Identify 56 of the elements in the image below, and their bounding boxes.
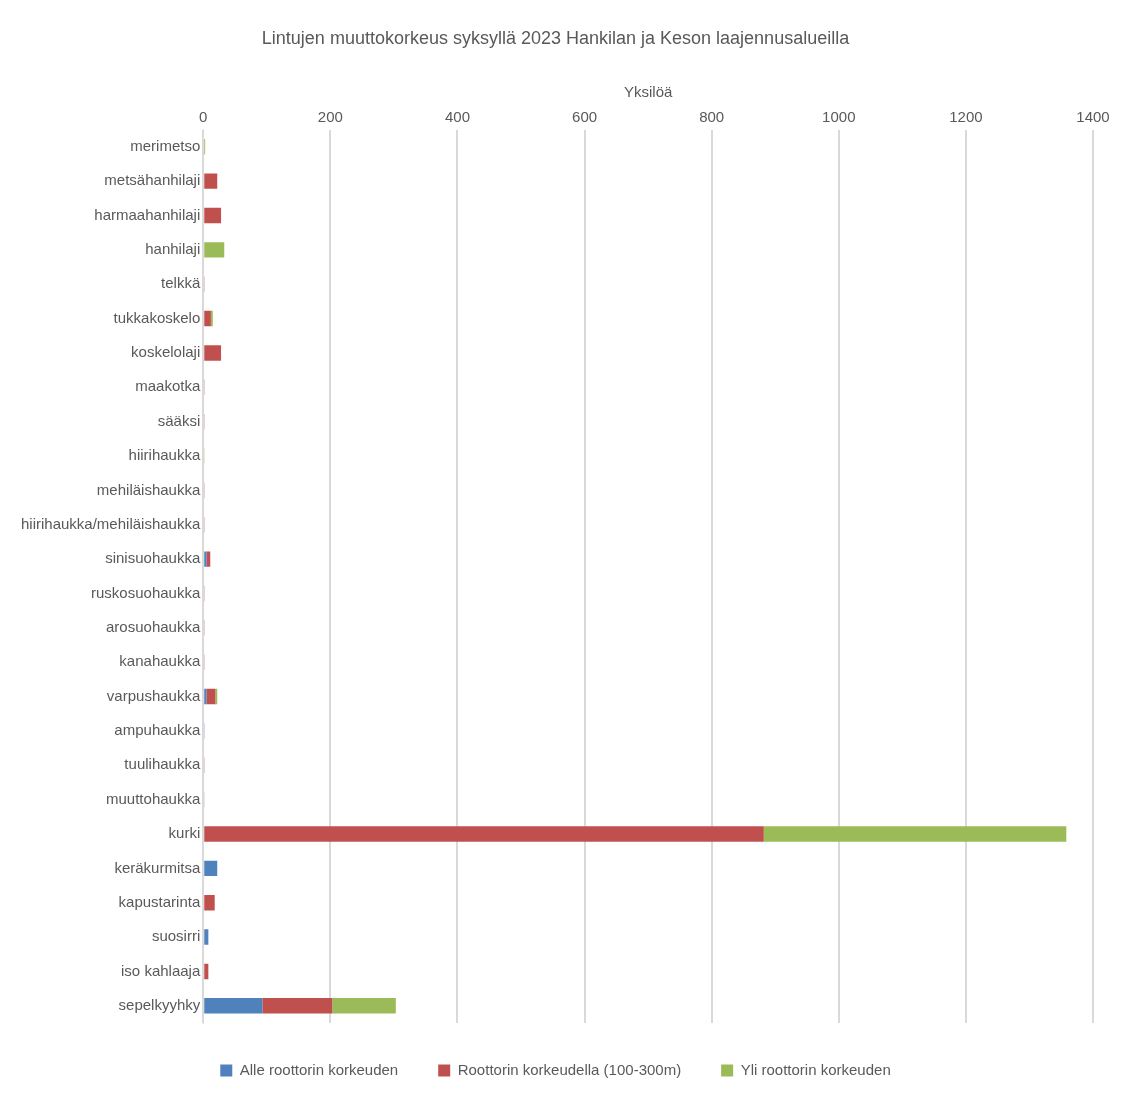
y-tick-label: muuttohaukka <box>106 789 201 807</box>
y-tick-label: harmaahanhilaji <box>94 205 201 223</box>
bar <box>204 963 209 980</box>
chart-title: Lintujen muuttokorkeus syksyllä 2023 Hankilan ja Keson laajennusalueilla <box>261 27 851 48</box>
bar <box>204 310 211 327</box>
y-tick-label: kanahaukka <box>119 652 201 670</box>
y-tick-label: sepelkyyhky <box>118 995 201 1013</box>
y-tick-label: tuulihaukka <box>124 755 201 773</box>
y-tick-label: ruskosuohaukka <box>91 583 201 601</box>
bar <box>206 551 211 567</box>
bar <box>332 998 396 1014</box>
bar <box>204 929 209 945</box>
bar <box>763 826 1067 842</box>
y-tick-label: sääksi <box>157 411 201 429</box>
bar <box>204 345 222 361</box>
y-tick-label: metsähanhilaji <box>104 171 201 189</box>
y-tick-label: telkkä <box>161 274 201 292</box>
bar <box>262 998 333 1014</box>
x-tick-label: 600 <box>572 107 598 125</box>
bar <box>204 998 263 1014</box>
y-tick-label: hiirihaukka/mehiläishaukka <box>20 514 201 532</box>
legend-label: Alle roottorin korkeuden <box>239 1060 399 1078</box>
bar <box>204 207 222 224</box>
y-tick-label: sinisuohaukka <box>105 549 201 567</box>
x-tick-label: 200 <box>317 107 343 125</box>
x-tick-label: 800 <box>699 107 725 125</box>
bar <box>204 173 218 189</box>
x-tick-label: 1000 <box>822 107 856 125</box>
x-tick-label: 1200 <box>949 107 983 125</box>
legend-label: Yli roottorin korkeuden <box>740 1060 891 1078</box>
y-tick-label: mehiläishaukka <box>96 480 201 498</box>
bar <box>204 860 218 877</box>
bar <box>204 826 764 842</box>
bar <box>206 688 216 705</box>
bar <box>204 242 225 258</box>
x-axis-title: Yksilöä <box>623 82 673 100</box>
y-tick-label: iso kahlaaja <box>121 961 201 979</box>
legend-label: Roottorin korkeudella (100-300m) <box>457 1060 682 1078</box>
y-tick-label: suosirri <box>151 927 201 945</box>
y-tick-label: keräkurmitsa <box>114 858 201 876</box>
y-tick-label: kurki <box>168 824 201 842</box>
y-tick-label: ampuhaukka <box>114 721 201 739</box>
y-tick-label: kapustarinta <box>118 892 201 910</box>
bar <box>204 895 215 911</box>
y-tick-label: tukkakoskelo <box>113 308 201 326</box>
bar <box>204 551 207 567</box>
x-tick-label: 0 <box>199 107 208 125</box>
x-tick-label: 1400 <box>1076 107 1110 125</box>
y-tick-label: hiirihaukka <box>128 446 201 464</box>
x-tick-label: 400 <box>444 107 470 125</box>
y-tick-label: arosuohaukka <box>106 617 201 635</box>
y-tick-label: koskelolaji <box>131 343 201 361</box>
y-tick-label: merimetso <box>130 136 201 154</box>
y-tick-label: maakotka <box>135 377 201 395</box>
y-tick-label: hanhilaji <box>145 240 201 258</box>
y-tick-label: varpushaukka <box>106 686 201 704</box>
